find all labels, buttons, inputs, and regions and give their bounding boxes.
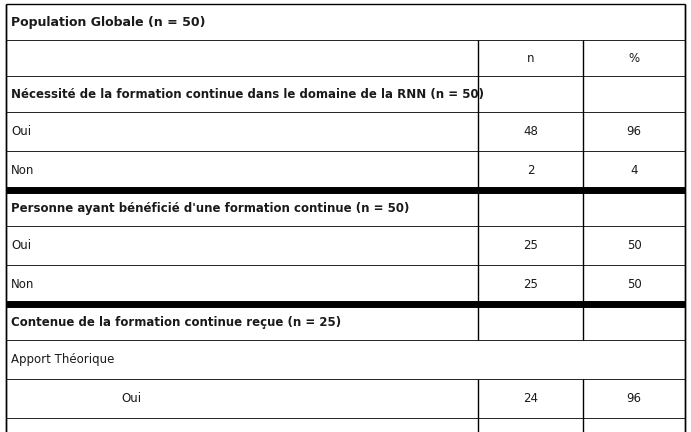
Text: Oui: Oui xyxy=(11,125,31,138)
Text: 25: 25 xyxy=(523,239,538,252)
Text: 48: 48 xyxy=(523,125,538,138)
Text: Non: Non xyxy=(121,431,144,432)
Text: Contenue de la formation continue reçue (n = 25): Contenue de la formation continue reçue … xyxy=(11,315,341,329)
Text: 4: 4 xyxy=(630,431,638,432)
Text: Oui: Oui xyxy=(121,392,141,405)
Text: Nécessité de la formation continue dans le domaine de la RNN (n = 50): Nécessité de la formation continue dans … xyxy=(11,88,484,101)
Text: Oui: Oui xyxy=(11,239,31,252)
Text: 2: 2 xyxy=(527,164,534,177)
Text: Personne ayant bénéficié d'une formation continue (n = 50): Personne ayant bénéficié d'une formation… xyxy=(11,202,409,215)
Text: 1: 1 xyxy=(527,431,534,432)
Text: 96: 96 xyxy=(627,392,641,405)
Text: 50: 50 xyxy=(627,239,641,252)
Text: %: % xyxy=(629,52,640,65)
Text: 24: 24 xyxy=(523,392,538,405)
Text: Non: Non xyxy=(11,278,35,291)
Text: 96: 96 xyxy=(627,125,641,138)
Text: 25: 25 xyxy=(523,278,538,291)
Text: Population Globale (n = 50): Population Globale (n = 50) xyxy=(11,16,205,29)
Text: Non: Non xyxy=(11,164,35,177)
Text: 4: 4 xyxy=(630,164,638,177)
Text: Apport Théorique: Apport Théorique xyxy=(11,353,115,366)
Text: 50: 50 xyxy=(627,278,641,291)
Text: n: n xyxy=(527,52,534,65)
